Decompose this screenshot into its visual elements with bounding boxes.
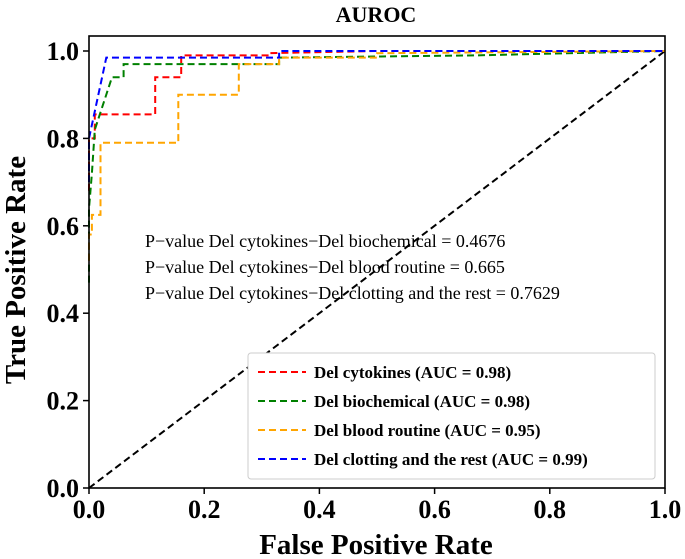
y-tick-label: 0.0 — [47, 474, 80, 503]
y-tick-label: 0.2 — [47, 387, 80, 416]
series-line-clotting — [88, 50, 665, 183]
legend-items: Del cytokines (AUC = 0.98) Del biochemica… — [258, 363, 588, 469]
y-tick-label: 1.0 — [47, 37, 80, 66]
x-tick-label: 0.6 — [418, 495, 451, 524]
annotation-pvalue-blood-routine: P−value Del cytokines−Del blood routine … — [145, 257, 505, 277]
y-tick-label: 0.8 — [47, 124, 80, 153]
x-tick-label: 0.8 — [534, 495, 567, 524]
legend-label-biochemical: Del biochemical (AUC = 0.98) — [314, 392, 530, 411]
legend-label-clotting: Del clotting and the rest (AUC = 0.99) — [314, 450, 588, 469]
annotation-pvalue-clotting: P−value Del cytokines−Del clotting and t… — [145, 283, 560, 303]
series-line-blood-routine — [88, 50, 666, 261]
x-tick-label: 0.4 — [303, 495, 336, 524]
x-tick-label: 0.0 — [73, 495, 106, 524]
axis-ticks: 0.0 0.2 0.4 0.6 0.8 1.0 0.0 0.2 0.4 0.6 0.8 1.0 — [47, 37, 682, 524]
chart-title: AUROC — [336, 2, 417, 27]
x-axis-label: False Positive Rate — [259, 529, 493, 559]
y-tick-label: 0.4 — [47, 299, 80, 328]
legend-label-cytokines: Del cytokines (AUC = 0.98) — [314, 363, 511, 382]
annotation-pvalue-biochemical: P−value Del cytokines−Del biochemical = … — [145, 231, 505, 251]
y-tick-label: 0.6 — [47, 212, 80, 241]
legend: Del cytokines (AUC = 0.98) Del biochemica… — [247, 352, 656, 480]
x-tick-label: 0.2 — [188, 495, 221, 524]
legend-box — [247, 352, 656, 480]
x-tick-label: 1.0 — [649, 495, 682, 524]
legend-label-blood-routine: Del blood routine (AUC = 0.95) — [314, 421, 541, 440]
y-axis-label: True Positive Rate — [0, 156, 32, 384]
series-line-cytokines — [88, 50, 665, 191]
plot-frame — [88, 35, 666, 489]
